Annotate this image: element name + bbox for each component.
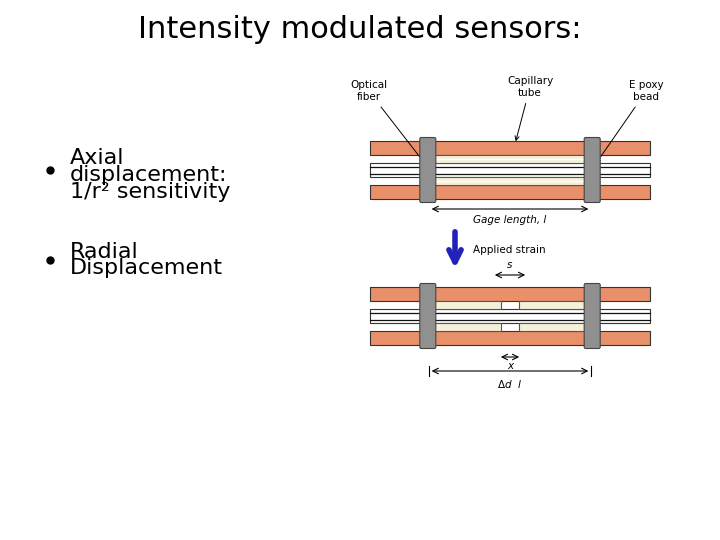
- Text: Intensity modulated sensors:: Intensity modulated sensors:: [138, 16, 582, 44]
- Text: Radial: Radial: [70, 242, 139, 262]
- Text: E poxy
bead: E poxy bead: [596, 80, 664, 163]
- Bar: [429, 323, 501, 331]
- Text: x: x: [507, 361, 513, 371]
- Bar: [370, 309, 650, 323]
- FancyBboxPatch shape: [584, 284, 600, 348]
- FancyBboxPatch shape: [584, 138, 600, 202]
- Bar: [519, 301, 591, 309]
- Text: Applied strain: Applied strain: [473, 245, 546, 255]
- Bar: [429, 177, 591, 185]
- Text: $\Delta d$  $l$: $\Delta d$ $l$: [498, 378, 523, 390]
- Bar: [370, 185, 650, 199]
- FancyBboxPatch shape: [420, 138, 436, 202]
- Bar: [370, 331, 650, 345]
- Bar: [370, 141, 650, 155]
- Text: Capillary
tube: Capillary tube: [507, 76, 553, 140]
- Bar: [370, 287, 650, 301]
- Text: 1/r² sensitivity: 1/r² sensitivity: [70, 182, 230, 202]
- Text: Optical
fiber: Optical fiber: [350, 80, 424, 163]
- Bar: [519, 323, 591, 331]
- FancyBboxPatch shape: [420, 284, 436, 348]
- Text: Displacement: Displacement: [70, 258, 223, 278]
- Text: s: s: [508, 260, 513, 270]
- Bar: [370, 163, 650, 177]
- Bar: [429, 155, 591, 163]
- Bar: [429, 301, 501, 309]
- Text: displacement:: displacement:: [70, 165, 228, 185]
- Text: Gage length, l: Gage length, l: [473, 215, 546, 225]
- Text: Axial: Axial: [70, 148, 125, 168]
